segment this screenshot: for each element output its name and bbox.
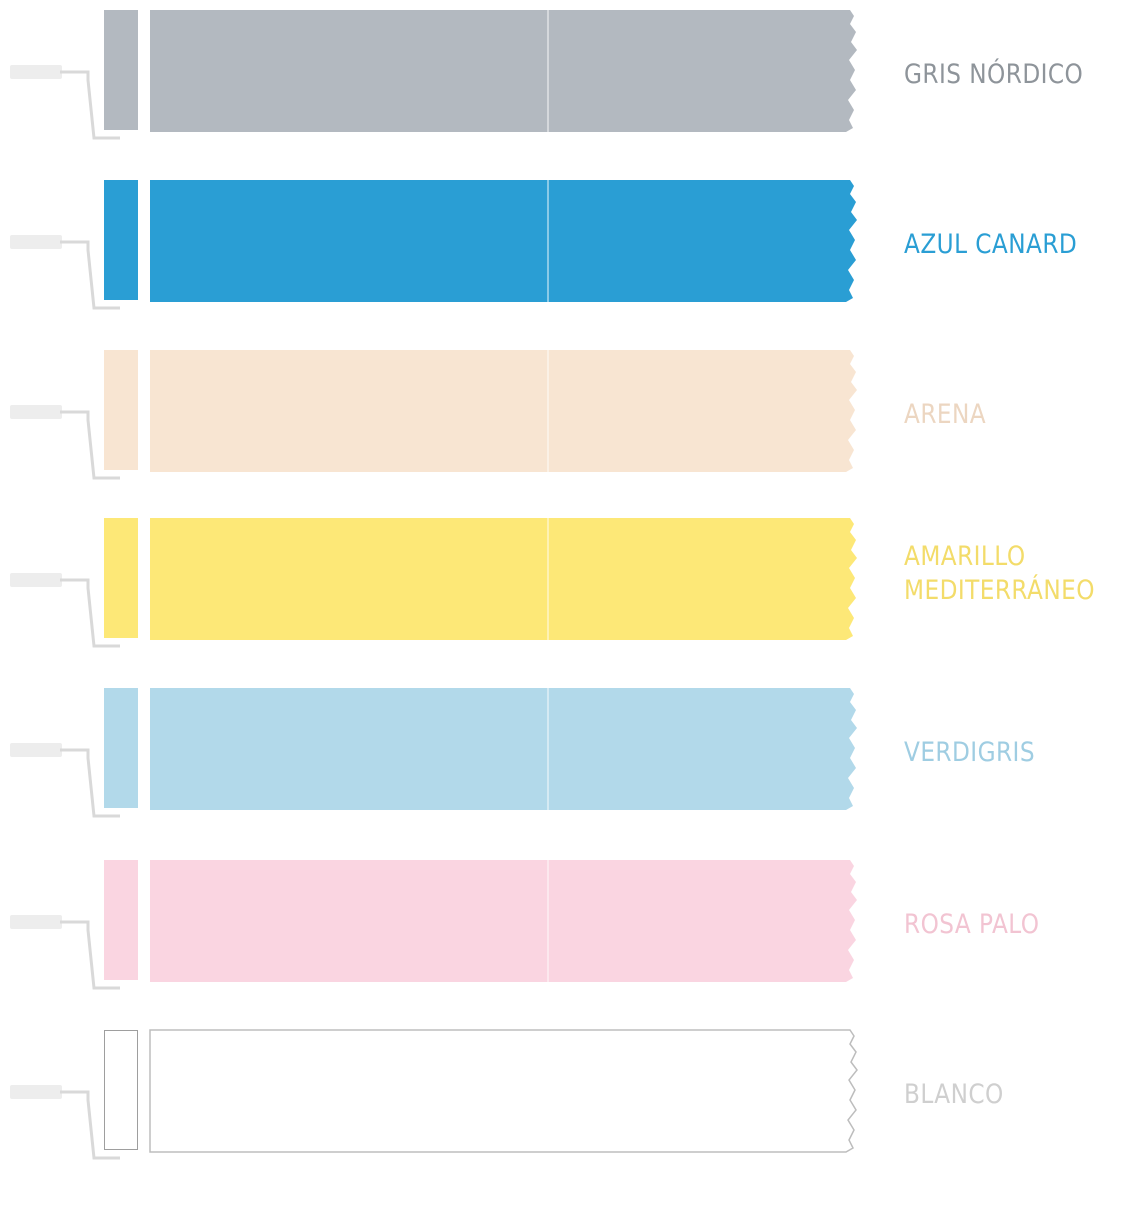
- roller-cylinder-icon: [104, 518, 138, 638]
- color-swatch: ARENA: [0, 350, 1124, 480]
- roller-cylinder-icon: [104, 688, 138, 808]
- paint-roller-icon: [60, 748, 120, 818]
- roller-cylinder-icon: [104, 1030, 138, 1150]
- paint-roller-icon: [60, 578, 120, 648]
- paint-roller-icon: [60, 240, 120, 310]
- roller-handle-icon: [10, 235, 62, 249]
- roller-handle-icon: [10, 405, 62, 419]
- paint-roller-icon: [60, 70, 120, 140]
- roller-handle-icon: [10, 573, 62, 587]
- color-swatch: BLANCO: [0, 1029, 1124, 1160]
- paint-stroke-swatch: [150, 10, 857, 132]
- color-name: AZUL CANARD: [904, 229, 1078, 260]
- color-name: ROSA PALO: [904, 909, 1040, 940]
- color-name: VERDIGRIS: [904, 737, 1036, 768]
- paint-stroke-swatch: [149, 1029, 858, 1153]
- paint-stroke-swatch: [150, 350, 857, 472]
- color-name: ARENA: [904, 399, 987, 430]
- color-swatch: AZUL CANARD: [0, 180, 1124, 310]
- roller-cylinder-icon: [104, 180, 138, 300]
- color-swatch: ROSA PALO: [0, 860, 1124, 990]
- roller-handle-icon: [10, 743, 62, 757]
- roller-cylinder-icon: [104, 10, 138, 130]
- paint-stroke-swatch: [150, 518, 857, 640]
- roller-cylinder-icon: [104, 860, 138, 980]
- paint-stroke-swatch: [150, 180, 857, 302]
- roller-handle-icon: [10, 65, 62, 79]
- paint-stroke-swatch: [150, 688, 857, 810]
- color-swatch: VERDIGRIS: [0, 688, 1124, 818]
- roller-cylinder-icon: [104, 350, 138, 470]
- color-swatch: AMARILLO MEDITERRÁNEO: [0, 518, 1124, 648]
- color-name: GRIS NÓRDICO: [904, 59, 1084, 90]
- color-swatch: GRIS NÓRDICO: [0, 10, 1124, 140]
- color-swatch-list: GRIS NÓRDICO AZUL CANARD ARENA AMARILLO MED…: [0, 10, 1124, 1160]
- paint-stroke-swatch: [150, 860, 857, 982]
- paint-roller-icon: [60, 920, 120, 990]
- color-name: BLANCO: [904, 1079, 1004, 1110]
- roller-handle-icon: [10, 915, 62, 929]
- color-name: AMARILLO MEDITERRÁNEO: [904, 541, 1095, 606]
- paint-roller-icon: [60, 410, 120, 480]
- roller-handle-icon: [10, 1085, 62, 1099]
